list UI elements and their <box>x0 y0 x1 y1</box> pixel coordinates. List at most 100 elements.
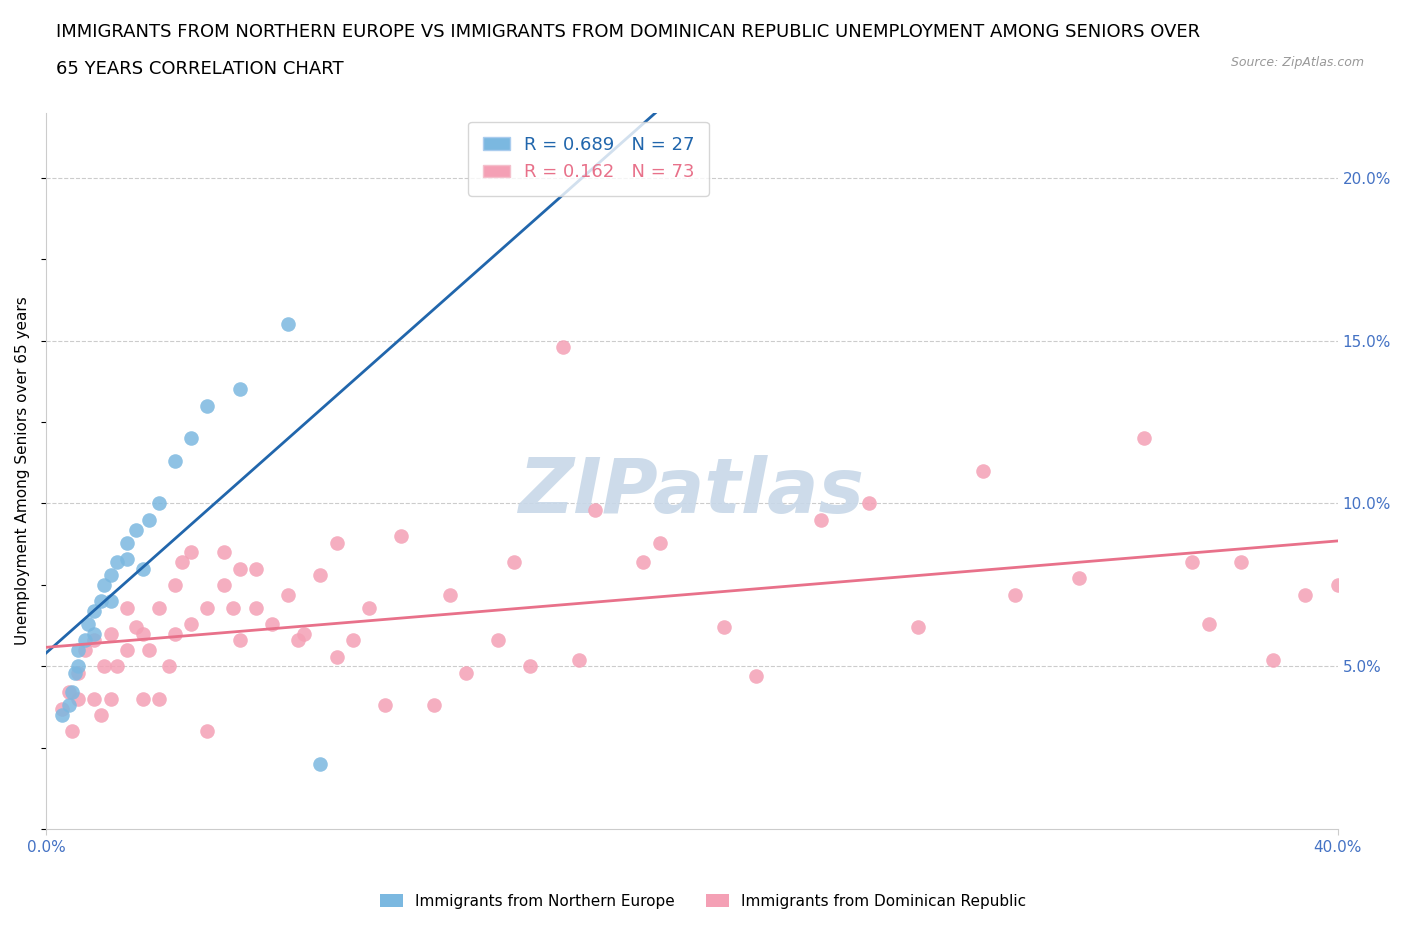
Point <box>125 619 148 634</box>
Point <box>180 431 202 445</box>
Legend: R = 0.689   N = 27, R = 0.162   N = 73: R = 0.689 N = 27, R = 0.162 N = 73 <box>468 122 709 195</box>
Point <box>148 496 170 511</box>
Point <box>51 701 73 716</box>
Point <box>105 658 128 673</box>
Point <box>115 600 138 615</box>
Point <box>197 398 219 413</box>
Point <box>180 545 202 560</box>
Point <box>583 502 606 517</box>
Point <box>83 632 105 647</box>
Text: IMMIGRANTS FROM NORTHERN EUROPE VS IMMIGRANTS FROM DOMINICAN REPUBLIC UNEMPLOYME: IMMIGRANTS FROM NORTHERN EUROPE VS IMMIG… <box>56 23 1201 41</box>
Point <box>93 658 115 673</box>
Point <box>1133 431 1156 445</box>
Point <box>165 626 187 641</box>
Point <box>245 561 267 576</box>
Point <box>197 724 219 738</box>
Point <box>58 684 80 699</box>
Point <box>67 665 90 680</box>
Point <box>73 643 96 658</box>
Point <box>63 665 86 680</box>
Point <box>83 604 105 618</box>
Point <box>165 578 187 592</box>
Point <box>90 708 112 723</box>
Point <box>125 522 148 537</box>
Point <box>422 698 444 712</box>
Point <box>357 600 380 615</box>
Point <box>277 587 299 602</box>
Point <box>60 684 83 699</box>
Point <box>77 617 100 631</box>
Point <box>90 593 112 608</box>
Point <box>170 554 193 569</box>
Point <box>229 632 252 647</box>
Point <box>157 658 180 673</box>
Point <box>1263 652 1285 667</box>
Text: ZIPatlas: ZIPatlas <box>519 456 865 529</box>
Point <box>907 619 929 634</box>
Point <box>180 617 202 631</box>
Point <box>1326 578 1348 592</box>
Point <box>115 643 138 658</box>
Point <box>67 643 90 658</box>
Point <box>115 535 138 550</box>
Point <box>148 691 170 706</box>
Point <box>292 626 315 641</box>
Point <box>212 578 235 592</box>
Point <box>1198 617 1220 631</box>
Point <box>115 551 138 566</box>
Point <box>1294 587 1316 602</box>
Point <box>858 496 880 511</box>
Point <box>745 669 768 684</box>
Point <box>212 545 235 560</box>
Point <box>138 643 160 658</box>
Point <box>309 567 332 582</box>
Point <box>58 698 80 712</box>
Point <box>503 554 526 569</box>
Point <box>454 665 477 680</box>
Point <box>229 561 252 576</box>
Text: 65 YEARS CORRELATION CHART: 65 YEARS CORRELATION CHART <box>56 60 344 78</box>
Point <box>551 339 574 354</box>
Point <box>51 708 73 723</box>
Point <box>389 528 412 543</box>
Point <box>1181 554 1204 569</box>
Point <box>439 587 461 602</box>
Point <box>83 626 105 641</box>
Point <box>713 619 735 634</box>
Point <box>83 691 105 706</box>
Point <box>277 317 299 332</box>
Point <box>342 632 364 647</box>
Point <box>972 463 994 478</box>
Point <box>1069 571 1091 586</box>
Point <box>100 691 122 706</box>
Point <box>486 632 509 647</box>
Point <box>568 652 591 667</box>
Point <box>519 658 541 673</box>
Point <box>287 632 309 647</box>
Point <box>165 454 187 469</box>
Point <box>633 554 655 569</box>
Point <box>325 535 347 550</box>
Y-axis label: Unemployment Among Seniors over 65 years: Unemployment Among Seniors over 65 years <box>15 297 30 645</box>
Point <box>648 535 671 550</box>
Point <box>1004 587 1026 602</box>
Point <box>100 626 122 641</box>
Point <box>325 649 347 664</box>
Point <box>229 382 252 397</box>
Point <box>93 578 115 592</box>
Point <box>100 593 122 608</box>
Text: Source: ZipAtlas.com: Source: ZipAtlas.com <box>1230 56 1364 69</box>
Point <box>100 567 122 582</box>
Point <box>67 658 90 673</box>
Point <box>132 626 155 641</box>
Point <box>60 724 83 738</box>
Point <box>67 691 90 706</box>
Point <box>245 600 267 615</box>
Point <box>374 698 396 712</box>
Point <box>132 561 155 576</box>
Point <box>222 600 245 615</box>
Point <box>105 554 128 569</box>
Point <box>132 691 155 706</box>
Point <box>260 617 283 631</box>
Point <box>309 757 332 772</box>
